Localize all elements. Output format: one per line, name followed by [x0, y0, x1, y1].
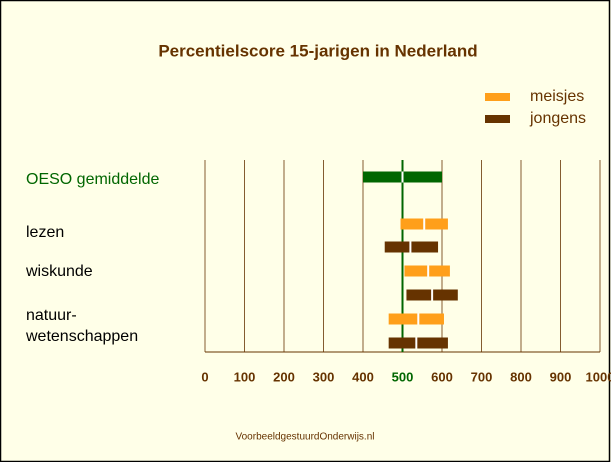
- x-tick-label: 400: [352, 369, 374, 384]
- x-tick-label: 100: [234, 369, 256, 384]
- x-tick-label: 200: [273, 369, 295, 384]
- x-tick-label: 500: [392, 369, 414, 384]
- x-tick-label: 800: [510, 369, 532, 384]
- legend-swatch: [485, 115, 510, 123]
- range-bar: [388, 337, 448, 349]
- legend-swatch: [485, 93, 510, 101]
- x-tick-label: 0: [201, 369, 208, 384]
- chart-title: Percentielscore 15-jarigen in Nederland: [158, 41, 477, 60]
- category-label: lezen: [26, 224, 65, 241]
- x-tick-label: 300: [313, 369, 335, 384]
- legend-label: jongens: [529, 110, 586, 127]
- footer: VoorbeeldgestuurdOnderwijs.nl: [236, 432, 375, 443]
- x-tick-label: 1000: [586, 369, 611, 384]
- category-label: natuur- wetenschappen: [26, 307, 139, 345]
- category-label: wiskunde: [26, 263, 93, 280]
- x-tick-label: 900: [550, 369, 572, 384]
- range-bar: [388, 313, 444, 325]
- x-tick-label: 700: [471, 369, 493, 384]
- legend-label: meisjes: [530, 88, 584, 105]
- reference-label: OESO gemiddelde: [26, 171, 160, 188]
- x-tick-label: 600: [431, 369, 453, 384]
